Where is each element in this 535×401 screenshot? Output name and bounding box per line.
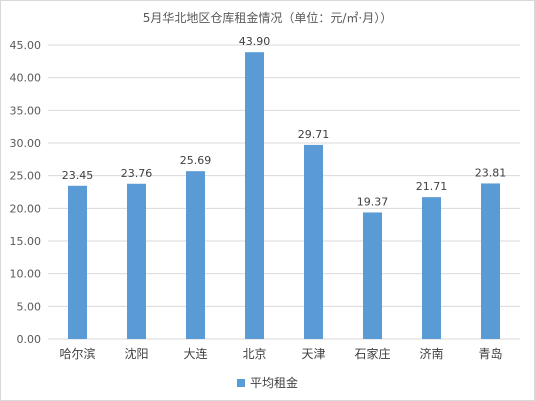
x-category-label: 北京 <box>242 347 266 361</box>
y-tick-label: 45.00 <box>10 39 42 52</box>
x-category-label: 天津 <box>301 347 325 361</box>
bar <box>127 183 146 339</box>
legend-label: 平均租金 <box>249 376 298 390</box>
y-tick-label: 5.00 <box>17 300 42 313</box>
x-category-label: 石家庄 <box>354 346 390 361</box>
y-tick-label: 20.00 <box>10 202 42 215</box>
bar <box>422 197 441 339</box>
x-category-label: 青岛 <box>478 346 502 361</box>
data-label: 19.37 <box>357 195 389 208</box>
data-label: 25.69 <box>180 154 212 167</box>
bar <box>481 183 500 339</box>
y-tick-label: 0.00 <box>17 333 42 346</box>
x-category-label: 哈尔滨 <box>59 346 95 361</box>
data-label: 23.76 <box>121 167 153 180</box>
gridlines <box>48 44 520 340</box>
y-axis-ticks: 0.00 5.00 10.00 15.00 20.00 25.00 30.00 35.00 40… <box>10 39 42 346</box>
legend-swatch <box>236 378 245 387</box>
data-label: 29.71 <box>298 128 330 141</box>
y-tick-label: 15.00 <box>10 235 42 248</box>
y-tick-label: 30.00 <box>10 137 42 150</box>
data-label: 21.71 <box>416 180 448 193</box>
bar <box>68 185 87 339</box>
y-tick-label: 35.00 <box>10 104 42 117</box>
x-axis-categories: 哈尔滨 沈阳 大连 北京 天津 石家庄 济南 青岛 <box>59 346 502 361</box>
bar <box>186 171 205 339</box>
bars <box>68 52 500 339</box>
data-label: 43.90 <box>239 35 271 48</box>
legend: 平均租金 <box>0 374 535 391</box>
bar <box>245 52 264 339</box>
data-label: 23.45 <box>62 169 94 182</box>
y-tick-label: 25.00 <box>10 170 42 183</box>
data-labels: 23.45 23.76 25.69 43.90 29.71 19.37 21.71 23.81 <box>62 35 507 208</box>
x-category-label: 沈阳 <box>124 346 148 361</box>
x-category-label: 济南 <box>419 346 443 361</box>
bar <box>304 144 323 339</box>
bar <box>363 212 382 339</box>
chart-title: 5月华北地区仓库租金情况（单位：元/㎡·月）） <box>142 11 393 25</box>
data-label: 23.81 <box>475 166 507 179</box>
y-tick-label: 40.00 <box>10 72 42 85</box>
x-category-label: 大连 <box>183 346 207 361</box>
y-tick-label: 10.00 <box>10 268 42 281</box>
